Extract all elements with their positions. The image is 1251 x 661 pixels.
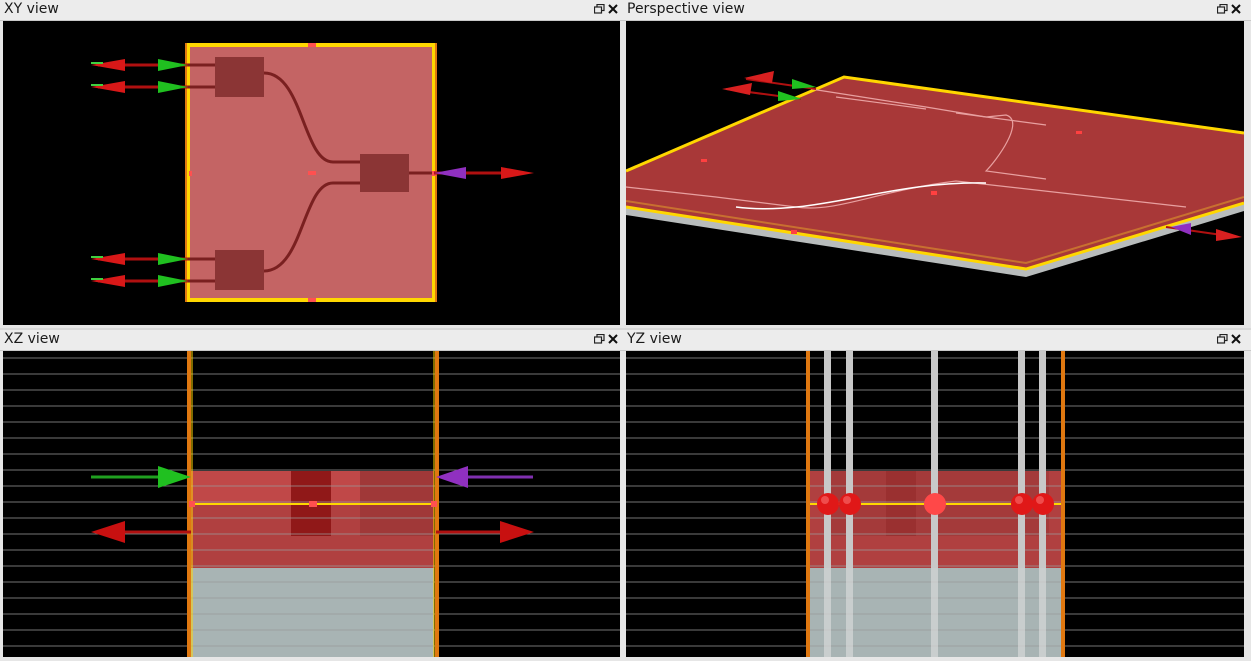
xy-view-header: XY view bbox=[0, 0, 623, 21]
xz-view-pane: XZ view bbox=[0, 330, 623, 661]
xy-view-canvas[interactable] bbox=[3, 21, 620, 325]
close-icon[interactable] bbox=[1229, 2, 1243, 16]
close-icon[interactable] bbox=[606, 332, 620, 346]
xy-view-title: XY view bbox=[4, 1, 59, 17]
yz-view-header: YZ view bbox=[623, 330, 1251, 351]
xy-left-ports bbox=[91, 59, 188, 287]
xy-mmi-right bbox=[360, 154, 409, 192]
perspective-substrate bbox=[626, 77, 1244, 269]
restore-icon[interactable] bbox=[592, 2, 606, 16]
perspective-view-header: Perspective view bbox=[623, 0, 1251, 21]
xz-view-header: XZ view bbox=[0, 330, 623, 351]
restore-icon[interactable] bbox=[592, 332, 606, 346]
yz-view-pane: YZ view bbox=[623, 330, 1251, 661]
xz-view-title: XZ view bbox=[4, 331, 60, 347]
close-icon[interactable] bbox=[606, 2, 620, 16]
restore-icon[interactable] bbox=[1215, 2, 1229, 16]
perspective-view-title: Perspective view bbox=[627, 1, 745, 17]
xz-ports bbox=[91, 466, 534, 543]
perspective-ports bbox=[722, 71, 1242, 241]
yz-view-canvas[interactable] bbox=[626, 351, 1244, 657]
restore-icon[interactable] bbox=[1215, 332, 1229, 346]
xy-mmi-bottom bbox=[215, 250, 264, 290]
yz-view-title: YZ view bbox=[627, 331, 682, 347]
perspective-view-canvas[interactable] bbox=[626, 21, 1244, 325]
xy-view-pane: XY view bbox=[0, 0, 623, 328]
close-icon[interactable] bbox=[1229, 332, 1243, 346]
xy-right-port bbox=[434, 167, 534, 179]
perspective-view-pane: Perspective view bbox=[623, 0, 1251, 328]
xz-cladding bbox=[191, 568, 434, 657]
xy-mmi-top bbox=[215, 57, 264, 97]
xz-view-canvas[interactable] bbox=[3, 351, 620, 657]
